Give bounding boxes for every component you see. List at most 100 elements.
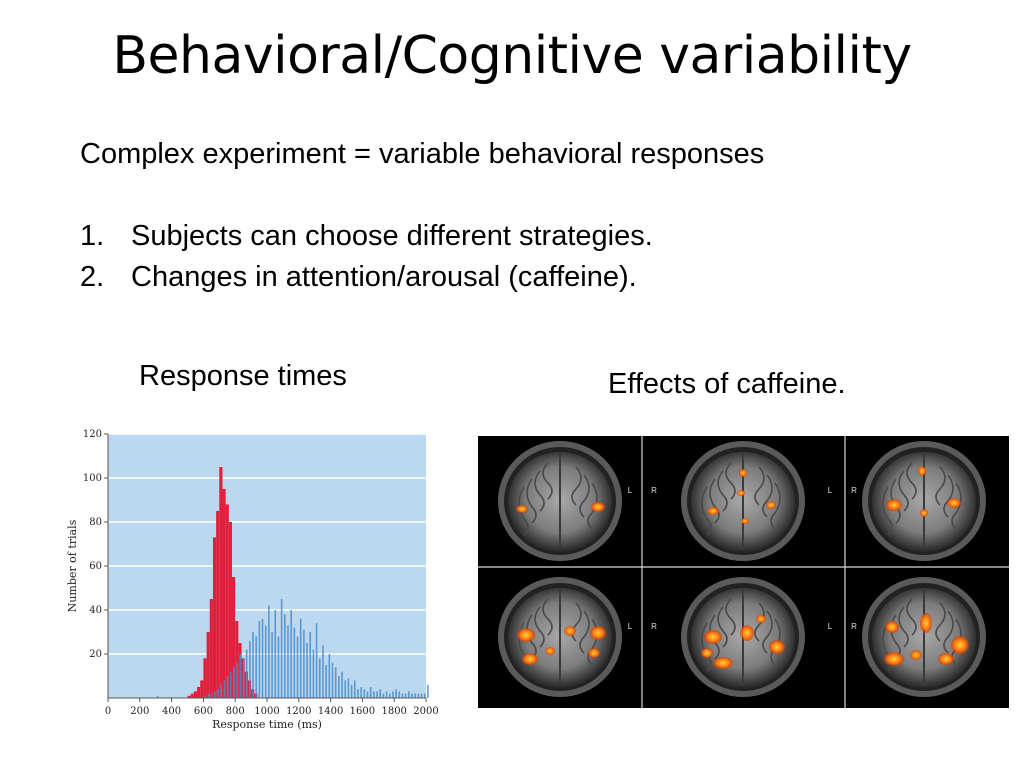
bar-blue-series bbox=[315, 623, 318, 698]
sulcus bbox=[534, 470, 545, 512]
bar-blue-series bbox=[245, 649, 248, 698]
right-hemisphere-label: R bbox=[851, 622, 857, 631]
activation-blob bbox=[737, 490, 745, 496]
bar-red-series bbox=[200, 680, 204, 698]
activation-blob bbox=[517, 628, 535, 642]
sulcus bbox=[542, 462, 553, 500]
bar-blue-series bbox=[318, 658, 321, 698]
activation-blob bbox=[756, 615, 766, 623]
x-tick-label: 1800 bbox=[381, 706, 406, 717]
bar-blue-series bbox=[379, 689, 382, 698]
bar-blue-series bbox=[401, 693, 404, 698]
bar-blue-series bbox=[264, 625, 267, 698]
y-tick-label: 20 bbox=[89, 649, 102, 660]
slide-title: Behavioral/Cognitive variability bbox=[112, 26, 912, 86]
x-tick-label: 200 bbox=[130, 706, 149, 717]
bar-red-series bbox=[228, 522, 233, 698]
x-tick-label: 400 bbox=[162, 706, 181, 717]
activation-blob bbox=[739, 469, 747, 477]
bar-blue-series bbox=[214, 691, 216, 698]
bar-blue-series bbox=[284, 614, 286, 698]
activation-blob bbox=[588, 648, 600, 658]
sulcus bbox=[587, 482, 598, 530]
bar-blue-series bbox=[233, 667, 235, 698]
bar-blue-series bbox=[338, 676, 340, 698]
bar-blue-series bbox=[242, 658, 245, 698]
brain-scan bbox=[498, 577, 622, 697]
bar-blue-series bbox=[261, 618, 264, 698]
bar-blue-series bbox=[388, 693, 391, 698]
list-item-number: 1. bbox=[80, 220, 105, 252]
bar-blue-series bbox=[395, 689, 397, 698]
activation-blob bbox=[707, 507, 719, 515]
bar-blue-series bbox=[280, 599, 283, 698]
sulcus bbox=[701, 486, 712, 536]
activation-blob bbox=[947, 498, 961, 508]
bar-blue-series bbox=[427, 684, 429, 698]
bar-blue-series bbox=[296, 636, 299, 698]
bar-blue-series bbox=[217, 689, 219, 698]
x-tick-label: 800 bbox=[226, 706, 245, 717]
y-axis-label: Number of trials bbox=[66, 519, 79, 612]
sulcus bbox=[770, 482, 781, 530]
sulcus bbox=[882, 486, 893, 536]
x-tick-label: 2000 bbox=[413, 706, 438, 717]
sulcus bbox=[717, 470, 728, 512]
grid-lines bbox=[108, 433, 426, 655]
bar-red-series bbox=[235, 621, 239, 698]
activation-blob bbox=[591, 502, 605, 512]
caption-caffeine: Effects of caffeine. bbox=[608, 368, 846, 400]
bar-blue-series bbox=[382, 693, 385, 698]
bar-blue-series bbox=[328, 654, 331, 698]
bar-blue-series bbox=[236, 662, 238, 698]
y-tick-label: 100 bbox=[83, 473, 102, 484]
activation-blob bbox=[920, 509, 928, 517]
bar-blue-series bbox=[347, 678, 350, 698]
sulcus bbox=[579, 474, 590, 518]
bar-blue-series bbox=[350, 684, 353, 698]
bar-blue-series bbox=[293, 627, 296, 698]
activation-blob bbox=[704, 630, 722, 644]
bar-red-series bbox=[193, 691, 198, 698]
activation-blob bbox=[701, 648, 713, 658]
bar-blue-series bbox=[411, 693, 413, 698]
x-tick-label: 0 bbox=[105, 706, 111, 717]
y-tick-label: 60 bbox=[89, 561, 102, 572]
sulcus bbox=[717, 606, 728, 648]
bar-blue-series bbox=[223, 680, 226, 698]
y-tick-label: 120 bbox=[83, 429, 102, 440]
left-hemisphere-label: L bbox=[828, 622, 833, 631]
bar-blue-series bbox=[312, 649, 315, 698]
activation-blob bbox=[590, 626, 606, 640]
sulcus bbox=[518, 486, 529, 536]
bar-blue-series bbox=[306, 643, 308, 698]
orientation-labels: L R L R L R L R bbox=[628, 486, 857, 631]
sulcus bbox=[906, 598, 917, 636]
x-tick-label: 600 bbox=[194, 706, 213, 717]
sulcus bbox=[709, 478, 720, 524]
brain-scans bbox=[498, 441, 986, 697]
bar-red-series bbox=[216, 511, 220, 698]
bar-blue-series bbox=[369, 687, 372, 698]
bar-blue-series bbox=[303, 629, 305, 698]
list-item-number: 2. bbox=[80, 261, 105, 293]
bar-red-series bbox=[209, 599, 213, 698]
bar-blue-series bbox=[258, 621, 261, 698]
bar-blue-series bbox=[239, 654, 242, 698]
activation-blob bbox=[920, 613, 932, 633]
bar-blue-series bbox=[385, 691, 388, 698]
sulcus bbox=[754, 602, 765, 642]
activation-blob bbox=[918, 466, 926, 476]
sulcus bbox=[542, 598, 553, 636]
bar-blue-series bbox=[363, 689, 366, 698]
bar-blue-series bbox=[277, 636, 280, 698]
sulcus bbox=[754, 466, 765, 506]
activation-blob bbox=[951, 636, 969, 654]
bar-red-series bbox=[206, 632, 210, 698]
bar-red-series bbox=[219, 467, 223, 698]
activation-blob bbox=[516, 505, 528, 513]
right-hemisphere-label: R bbox=[651, 622, 657, 631]
bar-blue-series bbox=[414, 693, 416, 698]
bar-red-series bbox=[222, 489, 226, 698]
bar-red-series bbox=[232, 577, 236, 698]
